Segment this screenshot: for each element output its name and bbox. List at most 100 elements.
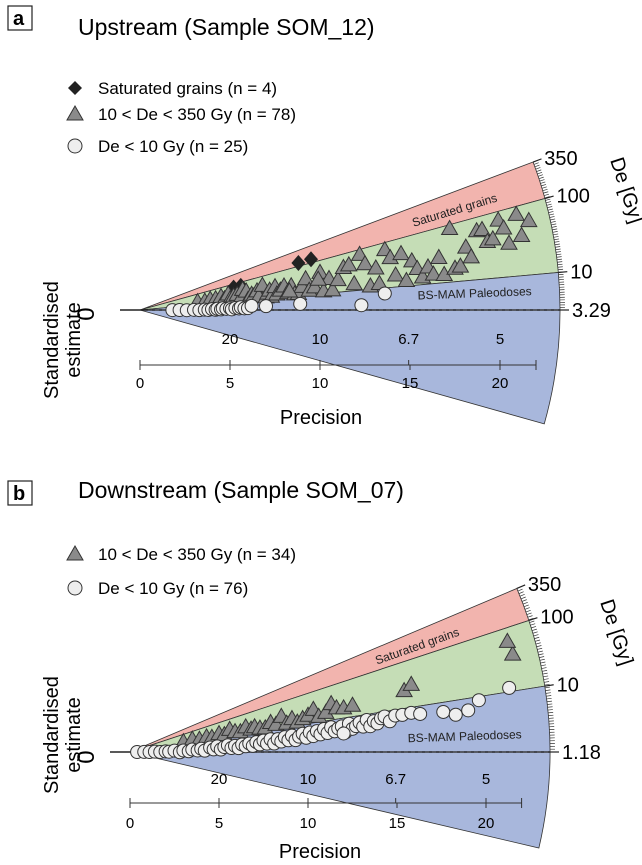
circle-marker-icon [67, 580, 83, 596]
radial-minor-tick [529, 620, 535, 623]
radial-minor-tick [533, 634, 539, 637]
radial-minor-tick [538, 653, 544, 656]
x-tick-label: 20 [492, 375, 509, 392]
triangle-point [519, 211, 538, 228]
circle-point [244, 298, 259, 313]
diamond-marker-icon [68, 81, 82, 95]
triangle-point [392, 244, 410, 261]
radial-minor-tick [546, 695, 552, 697]
radial-major-tick [516, 584, 526, 589]
panel-title: Upstream (Sample SOM_12) [78, 14, 375, 40]
radial-minor-tick [535, 642, 541, 645]
radial-minor-tick [535, 167, 541, 170]
triangle-point [402, 675, 421, 691]
circle-point [377, 286, 392, 301]
radial-minor-tick [556, 258, 562, 261]
radial-minor-tick [552, 228, 558, 231]
radial-minor-tick [539, 658, 545, 661]
triangle-point [451, 257, 470, 273]
radial-major-tick [544, 684, 554, 687]
radial-minor-tick [546, 201, 552, 204]
radial-minor-tick [517, 588, 523, 592]
panel-title: Downstream (Sample SOM_07) [78, 477, 404, 503]
circle-point [336, 726, 351, 741]
radial-minor-tick [554, 243, 560, 246]
radial-minor-tick [557, 266, 563, 268]
radial-minor-tick [546, 203, 552, 206]
triangle-point [500, 234, 518, 250]
radial-minor-tick [539, 179, 545, 182]
radial-minor-tick [522, 601, 528, 605]
triangle-point [503, 645, 522, 661]
paleodose-region [129, 685, 551, 849]
radial-minor-tick [547, 206, 553, 209]
radial-minor-tick [544, 193, 550, 196]
triangle-marker-icon [66, 544, 84, 561]
se-tick-label: 20 [222, 331, 239, 348]
radial-tick-label: 350 [544, 148, 577, 170]
triangle-point [350, 245, 369, 261]
legend-item-saturated: Saturated grains (n = 4) [68, 79, 277, 98]
radial-minor-tick [547, 703, 553, 705]
radial-minor-tick [553, 233, 559, 236]
radial-major-tick [532, 158, 542, 163]
triangle-point [512, 226, 531, 243]
se-tick-label: 5 [482, 771, 490, 788]
radial-minor-tick [551, 226, 557, 228]
radial-minor-tick [549, 213, 555, 216]
region-label-paleodoses: BS-MAM Paleodoses [407, 727, 521, 745]
y-axis-title-line1: Standardised [41, 676, 63, 794]
radial-minor-tick [524, 607, 530, 610]
radial-minor-tick [534, 636, 540, 639]
radial-minor-tick [550, 221, 556, 223]
legend: Saturated grains (n = 4) 10 < De < 350 G… [66, 79, 296, 156]
radial-minor-tick [540, 181, 546, 184]
radial-minor-tick [538, 176, 544, 180]
se-tick-label: 20 [211, 771, 228, 788]
x-tick-label: 0 [136, 375, 144, 392]
radial-minor-tick [535, 639, 541, 642]
radial-tick-label: 1.18 [562, 742, 601, 764]
region-label-paleodoses: BS-MAM Paleodoses [417, 284, 531, 302]
radial-minor-tick [554, 241, 560, 243]
radial-minor-tick [518, 591, 524, 594]
radial-minor-tick [547, 208, 553, 211]
radial-minor-tick [526, 612, 532, 615]
radial-minor-tick [547, 706, 553, 708]
legend-item-triangle: 10 < De < 350 Gy (n = 34) [66, 544, 296, 564]
triangle-marker-icon [66, 104, 84, 121]
panel-label-box [7, 5, 33, 31]
radial-minor-tick [542, 188, 548, 192]
radial-minor-tick [545, 686, 551, 689]
radial-axis-label: De [Gy] [595, 597, 637, 668]
triangle-point [305, 277, 324, 294]
radial-axis-label: De [Gy] [605, 155, 642, 226]
radial-minor-tick [537, 171, 543, 175]
radial-minor-tick [536, 169, 542, 172]
radial-minor-tick [540, 661, 546, 664]
radial-minor-tick [521, 599, 527, 602]
triangle-point [456, 238, 475, 254]
legend-item-triangle: 10 < De < 350 Gy (n = 78) [66, 104, 296, 124]
x-tick-label: 10 [312, 375, 329, 392]
y-axis-title-line2: estimate [63, 302, 85, 378]
radial-tick-label: 3.29 [572, 300, 611, 322]
triangle-point [397, 271, 416, 287]
x-tick-label: 15 [389, 815, 406, 832]
legend-item-circle: De < 10 Gy (n = 25) [67, 137, 248, 156]
se-tick-label: 5 [496, 331, 504, 348]
panel-label: a [13, 8, 25, 30]
radial-minor-tick [554, 238, 560, 241]
circle-marker-icon [67, 138, 83, 154]
se-tick-label: 6.7 [398, 331, 419, 348]
radial-tick-label: 100 [540, 607, 573, 629]
triangle-point [309, 270, 328, 286]
radial-minor-tick [538, 174, 543, 177]
circle-point [413, 706, 428, 721]
y-axis-title-line1: Standardised [41, 281, 63, 399]
panel-label: b [13, 483, 25, 505]
radial-minor-tick [555, 248, 561, 251]
